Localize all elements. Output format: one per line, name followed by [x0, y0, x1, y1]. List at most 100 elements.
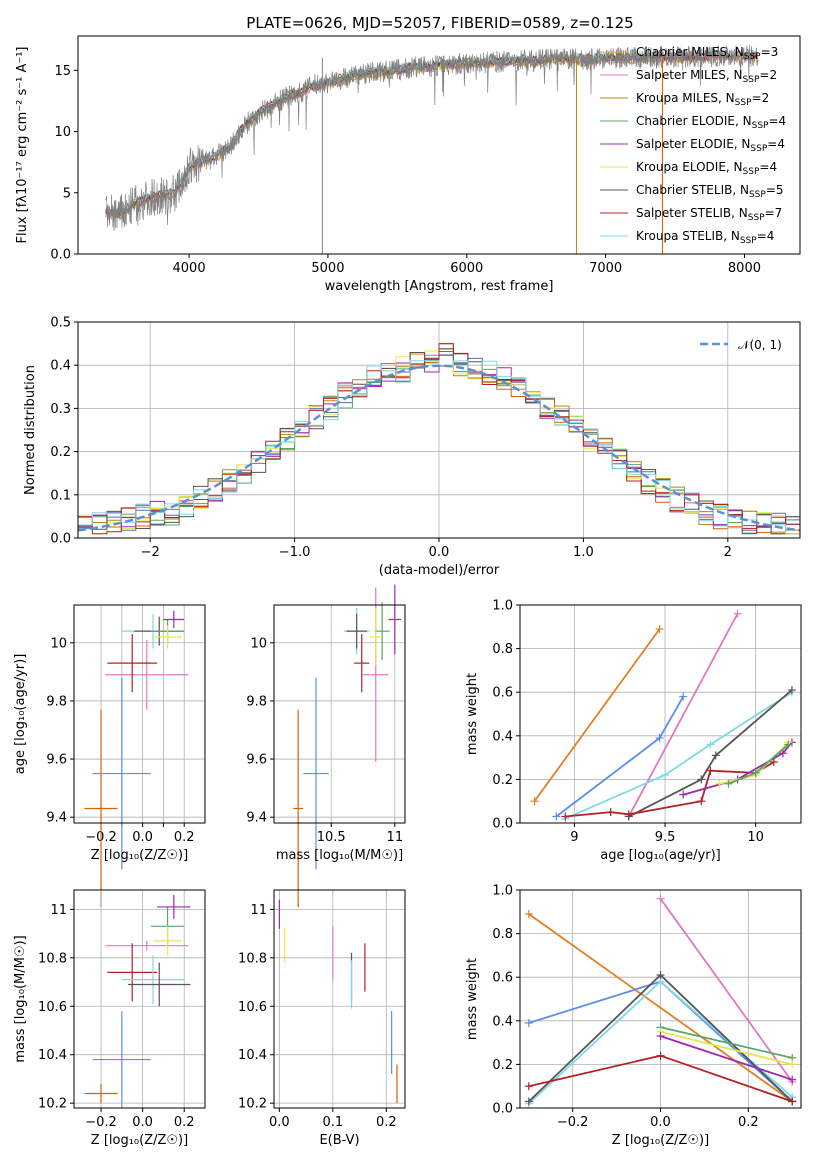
residual-histogram — [78, 343, 800, 535]
mass-weight-line — [565, 761, 775, 818]
y-tick-label: 9.4 — [246, 811, 267, 826]
normal-curve — [77, 364, 801, 532]
x-tick-label: 0.0 — [429, 545, 450, 560]
x-axis-label: Z [log₁₀(Z/Z☉)] — [91, 1133, 188, 1148]
x-tick-label: 7000 — [589, 261, 622, 276]
x-tick-label: 10.5 — [317, 830, 346, 845]
residual-histogram — [78, 360, 800, 535]
x-tick-label: −2 — [141, 545, 160, 560]
legend-value: =4 — [768, 114, 786, 128]
legend-subscript: SSP — [750, 144, 767, 154]
mass-ebv-panel: 0.0 0.1 0.2 10.2 10.4 10.6 10.8 11 E(B-V) — [238, 889, 406, 1148]
mass-weight-line — [628, 689, 793, 818]
legend-label: Salpeter STELIB, NSSP=7 — [636, 206, 782, 223]
y-axis-label: mass weight — [465, 673, 480, 755]
y-tick-label: 10.8 — [238, 951, 267, 966]
y-tick-label: 10 — [250, 636, 267, 651]
x-tick-label: 9 — [570, 830, 578, 845]
mass-weight-line — [564, 691, 793, 820]
y-tick-label: 10.2 — [238, 1097, 267, 1112]
x-tick-label: 4000 — [173, 261, 206, 276]
y-tick-label: 0.4 — [50, 359, 71, 374]
x-tick-label: 0.0 — [269, 1115, 290, 1130]
x-axis-label: (data-model)/error — [379, 563, 500, 578]
x-tick-label: 0.1 — [322, 1115, 343, 1130]
axes-frame — [77, 321, 801, 539]
y-tick-label: 9.8 — [246, 694, 267, 709]
legend-value: =2 — [752, 91, 770, 105]
legend-value: =4 — [767, 137, 785, 151]
legend-label: 𝒩(0, 1) — [738, 338, 782, 352]
y-tick-label: 9.6 — [246, 753, 267, 768]
y-tick-label: 5 — [63, 186, 71, 201]
x-axis-label: Z [log₁₀(Z/Z☉)] — [612, 1133, 709, 1148]
legend-label: Chabrier MILES, NSSP=3 — [636, 45, 778, 62]
y-tick-label: 10 — [50, 636, 67, 651]
x-tick-label: 9.5 — [655, 830, 676, 845]
legend-subscript: SSP — [749, 190, 766, 200]
age-mass-panel: 10.5 11 9.4 9.6 9.8 10 mass [log₁₀(M/M☉)] — [246, 584, 406, 908]
y-tick-label: 0.6 — [492, 971, 513, 986]
x-tick-label: 11 — [387, 830, 404, 845]
legend-value: =7 — [765, 206, 783, 220]
y-tick-label: 10.2 — [38, 1097, 67, 1112]
spectrum-panel: 4000 5000 6000 7000 8000 0.0 5 10 15 Chabrier MIL… — [15, 35, 801, 294]
x-axis-label: E(B-V) — [319, 1133, 359, 1148]
y-tick-label: 0.8 — [492, 642, 513, 657]
y-tick-label: 0.0 — [50, 532, 71, 547]
mass-Z-panel: −0.2 0.0 0.2 10.2 10.4 10.6 10.8 11 Z [log₁₀(Z/Z… — [13, 889, 206, 1148]
y-tick-label: 15 — [54, 64, 71, 79]
legend-label: Chabrier STELIB, NSSP=5 — [636, 183, 784, 200]
y-tick-label: 10.4 — [38, 1048, 67, 1063]
legend-label: Salpeter MILES, NSSP=2 — [636, 68, 777, 85]
mw-age-panel: 9 9.5 10 0.0 0.2 0.4 0.6 0.8 1.0 age [log₁₀(age/y… — [465, 599, 802, 863]
axes-frame — [519, 604, 802, 824]
y-tick-label: 0.4 — [492, 1014, 513, 1029]
y-axis-label: mass [log₁₀(M/M☉)] — [13, 935, 28, 1062]
y-tick-label: 9.6 — [46, 753, 67, 768]
x-tick-label: −0.2 — [85, 1115, 117, 1130]
x-tick-label: 0.2 — [174, 1115, 195, 1130]
y-tick-label: 10.8 — [38, 951, 67, 966]
y-axis-label: mass weight — [465, 958, 480, 1040]
axes-frame — [273, 604, 406, 824]
legend-value: =4 — [757, 229, 775, 243]
legend-label: Salpeter ELODIE, NSSP=4 — [636, 137, 785, 154]
axes-frame — [273, 889, 406, 1109]
y-tick-label: 1.0 — [492, 884, 513, 899]
mass-weight-line — [660, 1035, 793, 1081]
y-tick-label: 0.2 — [492, 1058, 513, 1073]
figure-title: PLATE=0626, MJD=52057, FIBERID=0589, z=0… — [246, 14, 633, 32]
mass-weight-line — [719, 741, 789, 785]
x-tick-label: −1.0 — [279, 545, 311, 560]
y-tick-label: 0.0 — [492, 817, 513, 832]
legend-value: =4 — [759, 160, 777, 174]
axes-frame — [73, 604, 206, 824]
mass-weight-line — [660, 1030, 793, 1066]
mass-weight-line — [533, 628, 661, 802]
observed-spectrum-line — [105, 44, 759, 231]
y-tick-label: 11 — [50, 903, 67, 918]
y-tick-label: 0.6 — [492, 686, 513, 701]
legend-label: Kroupa ELODIE, NSSP=4 — [636, 160, 777, 177]
legend-value: =3 — [761, 45, 779, 59]
x-tick-label: 10 — [747, 830, 764, 845]
legend-subscript: SSP — [752, 121, 769, 131]
axes-frame — [73, 889, 206, 1109]
x-tick-label: −0.2 — [557, 1115, 589, 1130]
x-axis-label: age [log₁₀(age/yr)] — [600, 848, 721, 863]
y-axis-label: Flux [fλ10⁻¹⁷ erg cm⁻² s⁻¹ A⁻¹] — [15, 47, 30, 244]
y-tick-label: 0.5 — [50, 316, 71, 331]
y-tick-label: 0.0 — [50, 248, 71, 263]
x-tick-label: 2 — [724, 545, 732, 560]
legend-subscript: SSP — [748, 213, 765, 223]
legend-subscript: SSP — [743, 167, 760, 177]
mw-Z-panel: −0.2 0.0 0.2 0.0 0.2 0.4 0.6 0.8 1.0 Z [log₁₀(Z/Z… — [465, 884, 802, 1148]
x-tick-label: 6000 — [450, 261, 483, 276]
axes-frame — [519, 889, 802, 1109]
mass-weight-line — [660, 1026, 793, 1059]
y-tick-label: 0.1 — [50, 488, 71, 503]
y-tick-label: 0.3 — [50, 402, 71, 417]
